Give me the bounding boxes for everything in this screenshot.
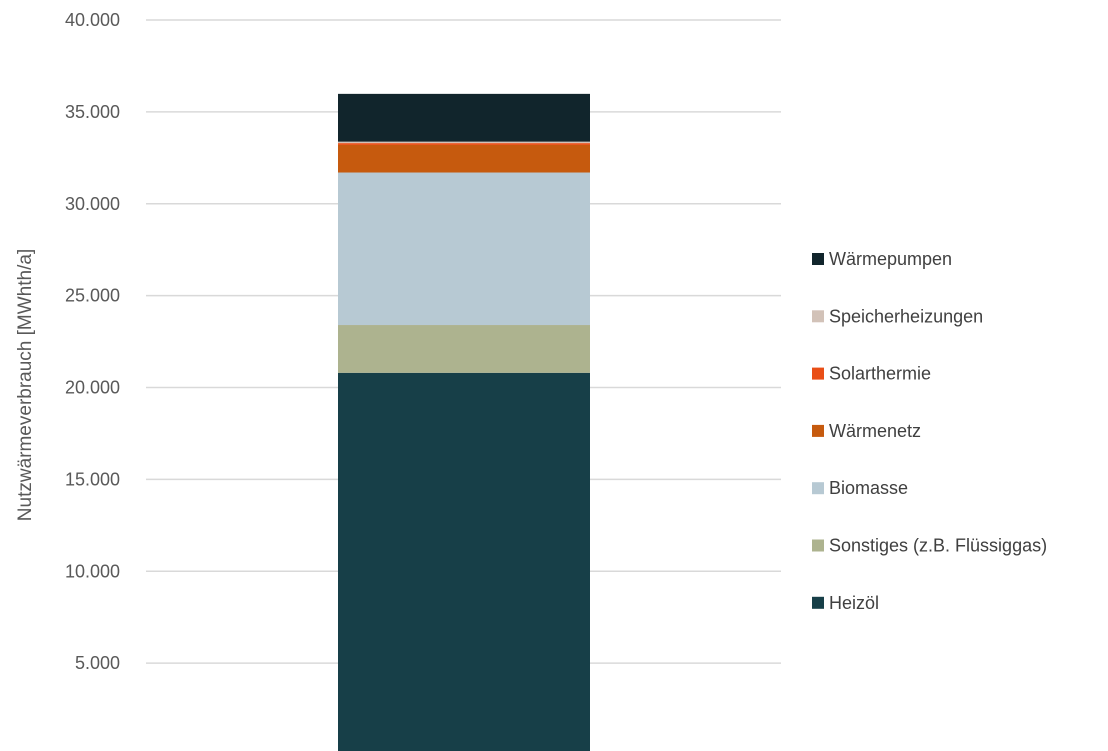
bar-segment	[338, 144, 590, 173]
legend-label: Heizöl	[829, 593, 879, 613]
legend-label: Wärmepumpen	[829, 249, 952, 269]
legend-label: Biomasse	[829, 478, 908, 498]
y-tick-label: 35.000	[65, 102, 120, 122]
bar-segments	[338, 93, 590, 751]
y-axis-tick-labels: 5.000 10.000 15.000 20.000 25.000 30.000 35.00…	[65, 10, 120, 673]
bar-segment	[338, 93, 590, 142]
legend-marker	[812, 310, 824, 323]
y-tick-label: 15.000	[65, 469, 120, 489]
y-axis-title: Nutzwärmeverbrauch [MWhth/a]	[15, 249, 36, 521]
legend-marker	[812, 253, 824, 265]
legend-marker	[812, 596, 824, 609]
y-tick-label: 30.000	[65, 194, 120, 214]
y-tick-label: 25.000	[65, 286, 120, 306]
bar-segment	[338, 372, 590, 751]
bar-segment	[338, 143, 590, 145]
bar-segment	[338, 141, 590, 144]
bar-segment	[338, 325, 590, 373]
y-tick-label: 10.000	[65, 561, 120, 581]
legend-marker	[812, 424, 824, 437]
y-tick-label: 5.000	[75, 653, 120, 673]
legend-label: Wärmenetz	[829, 421, 921, 441]
y-tick-label: 20.000	[65, 378, 120, 398]
legend-label: Solarthermie	[829, 364, 931, 384]
legend-label: Sonstiges (z.B. Flüssiggas)	[829, 536, 1047, 556]
legend-marker	[812, 367, 824, 380]
legend-marker	[812, 539, 824, 552]
legend: Wärmepumpen Speicherheizungen Solarthermie…	[812, 249, 1047, 613]
y-tick-label: 40.000	[65, 10, 120, 30]
legend-label: Speicherheizungen	[829, 306, 983, 326]
legend-marker	[812, 482, 824, 495]
bar-segment	[338, 172, 590, 326]
